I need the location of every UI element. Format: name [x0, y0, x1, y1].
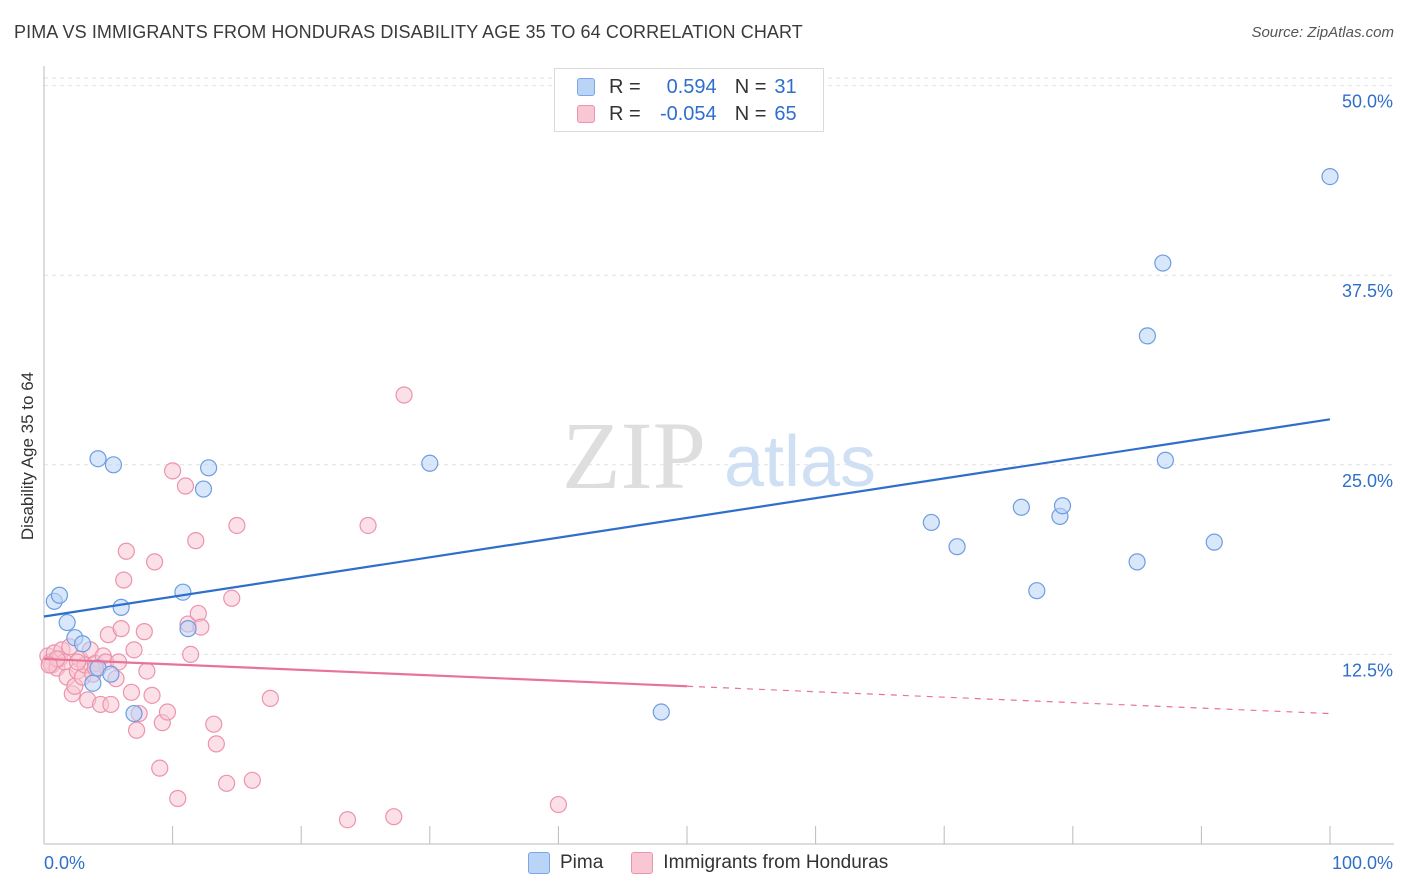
n-label: N =	[734, 102, 767, 125]
pima-point	[179, 620, 197, 638]
pima-point	[652, 703, 670, 721]
honduras-point	[549, 795, 568, 814]
watermark-zip: ZIP	[562, 402, 706, 509]
pima-point	[1128, 553, 1146, 571]
watermark: ZIP atlas	[562, 402, 876, 509]
pima-point	[73, 635, 92, 653]
honduras-trend-extension	[686, 685, 1331, 715]
honduras-point	[243, 771, 261, 789]
honduras-point	[127, 721, 146, 739]
pima-point	[922, 513, 940, 532]
pima-point	[84, 674, 102, 692]
pima-point	[421, 454, 439, 472]
n-label: N =	[734, 75, 767, 98]
trend-lines	[43, 418, 1331, 715]
honduras-legend-swatch	[631, 852, 654, 874]
stats-legend: R = 0.594 N = 31 R = -0.054 N = 65	[554, 68, 824, 132]
watermark-atlas: atlas	[724, 422, 876, 502]
source-label: Source: ZipAtlas.com	[1251, 24, 1394, 41]
series-legend: Pima Immigrants from Honduras	[528, 852, 916, 874]
pima-point	[125, 704, 143, 723]
honduras-point	[122, 683, 141, 701]
honduras-point	[102, 695, 120, 714]
r-label: R =	[609, 75, 641, 98]
honduras-trend-line	[43, 657, 688, 688]
x-tick-label: 100.0%	[1332, 853, 1393, 873]
pima-point	[1154, 254, 1172, 272]
honduras-point	[338, 811, 357, 829]
grid-lines	[44, 77, 1394, 655]
honduras-point	[207, 735, 225, 753]
pima-legend-swatch	[528, 852, 550, 874]
honduras-point	[151, 759, 169, 777]
y-axis-label: Disability Age 35 to 64	[18, 371, 37, 541]
pima-point	[200, 459, 218, 477]
pima-point	[102, 665, 120, 683]
pima-point	[58, 613, 76, 632]
honduras-point	[261, 689, 279, 707]
pima-legend-label: Pima	[560, 852, 604, 873]
pima-point	[104, 456, 123, 474]
legend-item-pima: Pima	[528, 852, 603, 874]
pima-n-value: 31	[774, 75, 797, 98]
y-tick-label: 37.5%	[1342, 281, 1393, 301]
pima-point	[1205, 533, 1223, 551]
chart-title: PIMA VS IMMIGRANTS FROM HONDURAS DISABIL…	[14, 22, 803, 42]
honduras-legend-label: Immigrants from Honduras	[663, 852, 889, 873]
legend-row-pima: R = 0.594 N = 31	[577, 73, 810, 101]
honduras-point	[158, 703, 177, 721]
honduras-point	[385, 808, 403, 826]
pima-point	[1321, 167, 1339, 186]
y-tick-label: 25.0%	[1342, 471, 1393, 491]
honduras-n-value: 65	[774, 102, 797, 125]
honduras-point	[182, 645, 200, 663]
honduras-point	[218, 774, 236, 792]
pima-point	[89, 450, 107, 468]
honduras-point	[112, 620, 130, 638]
honduras-point	[135, 623, 153, 641]
pima-point	[1028, 582, 1046, 600]
honduras-point	[125, 641, 143, 659]
honduras-point	[117, 542, 135, 560]
honduras-point	[138, 662, 156, 680]
legend-item-honduras: Immigrants from Honduras	[631, 852, 888, 874]
pima-point	[50, 586, 69, 604]
honduras-r-value: -0.054	[659, 102, 717, 125]
pima-point	[948, 538, 966, 556]
pima-point	[1012, 498, 1030, 516]
honduras-point	[40, 656, 58, 674]
honduras-point	[145, 553, 164, 571]
pima-point	[1053, 497, 1072, 515]
pima-r-value: 0.594	[666, 75, 717, 98]
pima-point	[1156, 451, 1174, 469]
r-label: R =	[609, 102, 641, 125]
x-tick-label: 0.0%	[44, 853, 85, 873]
honduras-point	[359, 516, 377, 535]
y-tick-label: 12.5%	[1342, 660, 1393, 680]
pima-point	[112, 598, 130, 616]
honduras-point	[115, 571, 133, 589]
honduras-point	[395, 386, 413, 404]
tick-labels: 12.5% 25.0% 37.5% 50.0% 0.0% 100.0%	[44, 92, 1393, 873]
pima-point	[194, 480, 213, 498]
pima-points	[45, 167, 1339, 723]
honduras-point	[68, 653, 87, 671]
honduras-point	[187, 532, 205, 550]
pima-swatch	[577, 78, 595, 96]
honduras-point	[164, 462, 182, 480]
honduras-point	[143, 686, 161, 704]
pima-point	[174, 583, 192, 601]
axes	[43, 66, 1394, 845]
y-tick-label: 50.0%	[1342, 92, 1393, 112]
honduras-point	[176, 477, 195, 495]
pima-trend-line	[43, 418, 1331, 618]
honduras-swatch	[577, 105, 595, 123]
pima-point	[1138, 327, 1156, 345]
honduras-point	[223, 589, 241, 607]
honduras-point	[169, 789, 187, 808]
legend-row-honduras: R = -0.054 N = 65	[577, 100, 810, 128]
honduras-point	[205, 715, 223, 733]
honduras-point	[228, 516, 246, 535]
